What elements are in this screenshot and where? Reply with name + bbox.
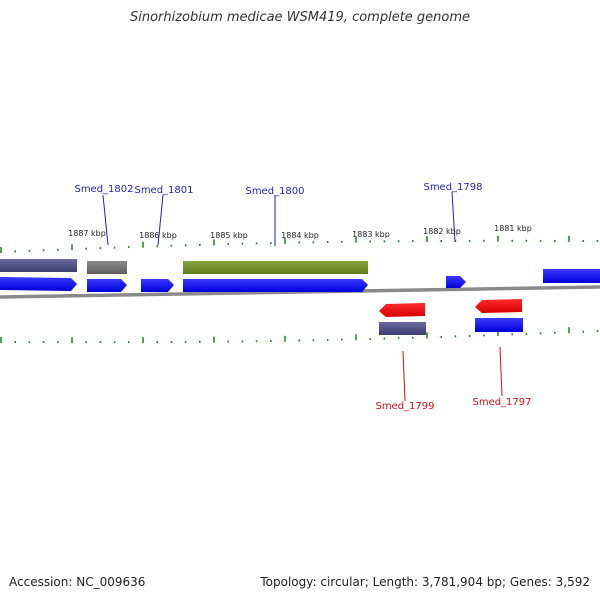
gene-feature-smed-1800[interactable] bbox=[183, 261, 368, 274]
cds-arrow-smed-1801[interactable] bbox=[141, 279, 174, 292]
cds-arrow-left-edge[interactable] bbox=[0, 277, 77, 291]
scale-ticks-reverse bbox=[0, 327, 599, 344]
genome-title: Sinorhizobium medicae WSM419, complete g… bbox=[129, 10, 471, 25]
cds-arrow-smed-1798[interactable] bbox=[446, 276, 466, 288]
gene-feature-smed-1797[interactable] bbox=[475, 318, 523, 332]
leader-line-smed-1801 bbox=[157, 194, 164, 246]
leader-line-smed-1797 bbox=[499, 346, 503, 397]
leader-line-smed-1802 bbox=[102, 194, 109, 246]
cds-arrow-smed-1797[interactable] bbox=[475, 299, 522, 313]
gene-feature-smed-1799[interactable] bbox=[379, 322, 426, 335]
cds-arrow-smed-1802[interactable] bbox=[87, 279, 127, 292]
gene-feature-left-edge[interactable] bbox=[0, 259, 77, 272]
cds-arrow-smed-1799[interactable] bbox=[379, 303, 425, 317]
gene-label-smed-1799[interactable]: Smed_1799 bbox=[375, 401, 434, 412]
gene-label-smed-1797[interactable]: Smed_1797 bbox=[472, 397, 531, 408]
gene-label-smed-1800[interactable]: Smed_1800 bbox=[245, 186, 304, 197]
scale-label-1881: 1881 kbp bbox=[494, 224, 532, 233]
cds-arrow-smed-1800[interactable] bbox=[183, 279, 368, 292]
gene-label-smed-1798[interactable]: Smed_1798 bbox=[423, 182, 482, 193]
scale-label-1884: 1884 kbp bbox=[281, 231, 319, 240]
gene-feature-smed-1802[interactable] bbox=[87, 261, 127, 274]
gene-label-smed-1802[interactable]: Smed_1802 bbox=[74, 184, 133, 195]
accession-label: Accession: NC_009636 bbox=[9, 575, 146, 589]
scale-label-1882: 1882 kbp bbox=[423, 227, 461, 236]
scale-label-1887: 1887 kbp bbox=[68, 229, 106, 238]
genome-summary: Topology: circular; Length: 3,781,904 bp… bbox=[260, 575, 590, 589]
scale-ticks-forward bbox=[0, 235, 599, 253]
gene-label-smed-1801[interactable]: Smed_1801 bbox=[134, 185, 193, 196]
leader-line-smed-1798 bbox=[451, 191, 456, 243]
scale-label-1885: 1885 kbp bbox=[210, 231, 248, 240]
scale-label-1886: 1886 kbp bbox=[139, 231, 177, 240]
cds-right-edge[interactable] bbox=[543, 269, 600, 283]
leader-line-smed-1799 bbox=[402, 350, 406, 402]
scale-label-1883: 1883 kbp bbox=[352, 230, 390, 239]
